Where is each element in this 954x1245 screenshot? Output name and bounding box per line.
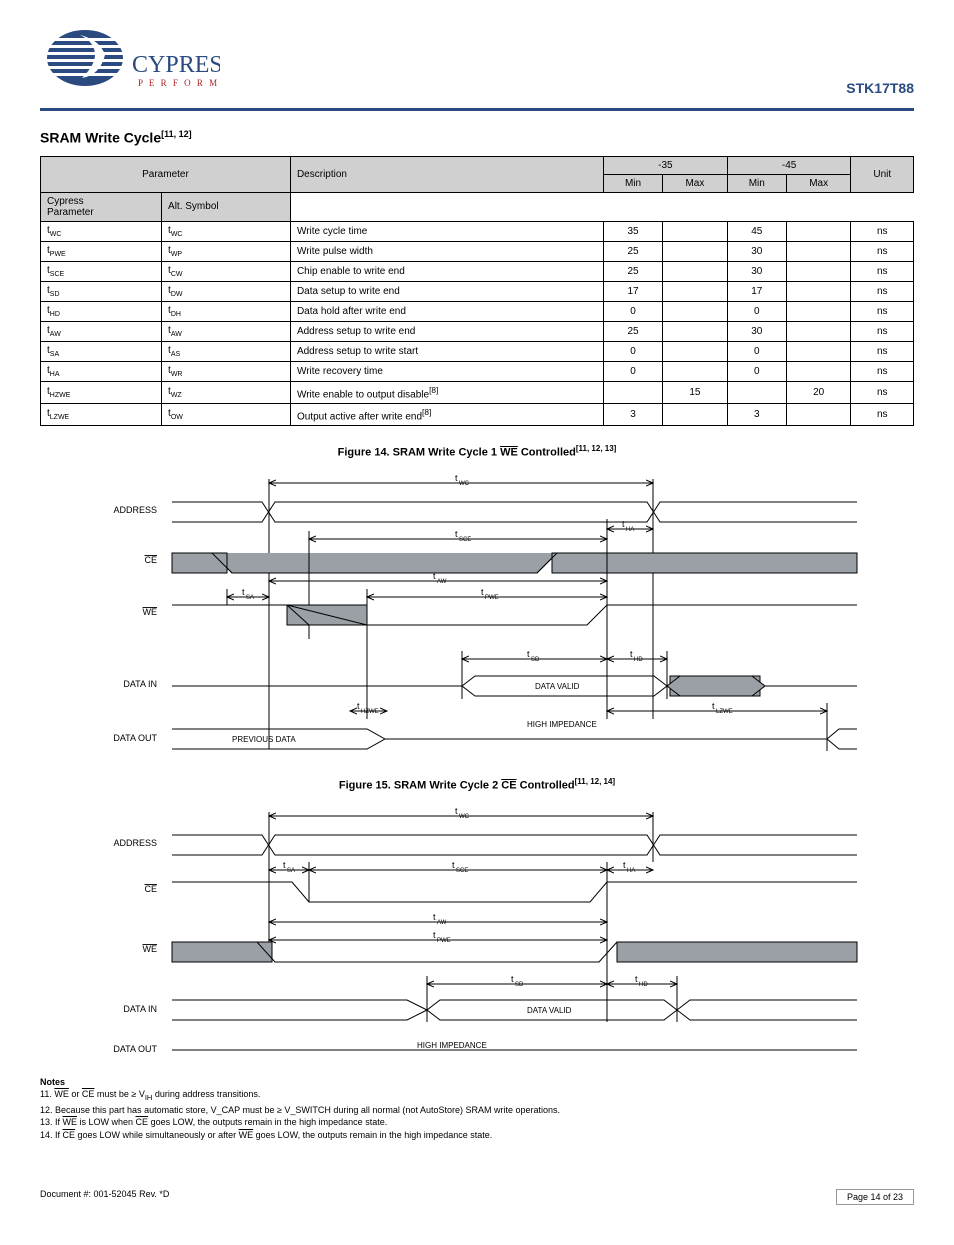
col-max-45: Max <box>786 174 851 192</box>
table-row: tPWEtWPWrite pulse width2530ns <box>41 241 914 261</box>
timing-diagram-1: ADDRESS CE WE DATA IN DATA OUT <box>87 469 867 759</box>
note-12: 12. Because this part has automatic stor… <box>40 1105 560 1115</box>
svg-text:DATA VALID: DATA VALID <box>527 1006 572 1015</box>
table-row: tHZWEtWZWrite enable to output disable[8… <box>41 381 914 403</box>
table-row: tSCEtCWChip enable to write end2530ns <box>41 261 914 281</box>
doc-number: Document #: 001-52045 Rev. *D <box>40 1189 169 1205</box>
svg-text:HZWE: HZWE <box>361 709 379 715</box>
note-11: 11. WE or CE must be ≥ VIH during addres… <box>40 1089 260 1099</box>
svg-text:AW: AW <box>437 579 447 585</box>
svg-text:WE: WE <box>143 607 158 617</box>
table-title-text: SRAM Write Cycle <box>40 130 161 146</box>
svg-text:t: t <box>433 912 436 922</box>
svg-text:HIGH IMPEDANCE: HIGH IMPEDANCE <box>417 1041 487 1050</box>
svg-text:HD: HD <box>639 982 648 988</box>
table-row: tAWtAWAddress setup to write end2530ns <box>41 321 914 341</box>
svg-text:AW: AW <box>437 920 447 926</box>
note-14: 14. If CE goes LOW while simultaneously … <box>40 1130 492 1140</box>
svg-text:DATA OUT: DATA OUT <box>113 733 157 743</box>
svg-text:t: t <box>527 649 530 659</box>
notes-heading: Notes <box>40 1077 65 1087</box>
svg-text:t: t <box>622 519 625 529</box>
svg-text:t: t <box>630 649 633 659</box>
svg-text:SA: SA <box>246 595 254 601</box>
col-description: Description <box>290 156 603 192</box>
svg-text:t: t <box>283 860 286 870</box>
svg-text:SD: SD <box>531 657 540 663</box>
col-parameter: Parameter <box>41 156 291 192</box>
svg-text:PWE: PWE <box>485 595 499 601</box>
table-row: tHDtDHData hold after write end00ns <box>41 301 914 321</box>
svg-text:HA: HA <box>626 527 634 533</box>
svg-text:PWE: PWE <box>437 938 451 944</box>
svg-text:ADDRESS: ADDRESS <box>113 505 157 515</box>
cypress-logo: CYPRESS P E R F O R M <box>40 20 220 100</box>
table-section-title: SRAM Write Cycle[11, 12] <box>40 129 914 146</box>
svg-text:SCE: SCE <box>459 537 471 543</box>
svg-text:HD: HD <box>634 657 643 663</box>
svg-text:t: t <box>635 974 638 984</box>
table-row: tWCtWCWrite cycle time3545ns <box>41 221 914 241</box>
page-header: CYPRESS P E R F O R M STK17T88 <box>40 0 914 111</box>
table-row: tSDtDWData setup to write end1717ns <box>41 281 914 301</box>
svg-text:t: t <box>623 860 626 870</box>
svg-text:HIGH IMPEDANCE: HIGH IMPEDANCE <box>527 720 597 729</box>
table-row: tHAtWRWrite recovery time00ns <box>41 361 914 381</box>
svg-text:DATA OUT: DATA OUT <box>113 1044 157 1054</box>
note-13: 13. If WE is LOW when CE goes LOW, the o… <box>40 1117 387 1127</box>
logo-tagline: P E R F O R M <box>138 78 219 88</box>
part-number: STK17T88 <box>220 80 914 100</box>
page-footer: Document #: 001-52045 Rev. *D Page 14 of… <box>40 1181 914 1205</box>
svg-text:WC: WC <box>459 814 470 820</box>
col-min-45: Min <box>727 174 786 192</box>
timing-diagram-2: ADDRESS CE WE DATA IN DATA OUT <box>87 802 867 1062</box>
notes-section: Notes 11. WE or CE must be ≥ VIH during … <box>40 1076 914 1142</box>
col-cypress-param: CypressParameter <box>41 192 162 221</box>
svg-text:t: t <box>511 974 514 984</box>
svg-text:t: t <box>712 701 715 711</box>
col-speed-45: -45 <box>727 156 851 174</box>
table-row: tLZWEtOWOutput active after write end[8]… <box>41 403 914 425</box>
svg-text:t: t <box>357 701 360 711</box>
svg-text:LZWE: LZWE <box>716 709 733 715</box>
svg-text:t: t <box>242 587 245 597</box>
svg-text:DATA VALID: DATA VALID <box>535 682 580 691</box>
timing-parameter-table: Parameter Description -35 -45 Unit Min M… <box>40 156 914 427</box>
svg-text:t: t <box>481 587 484 597</box>
svg-text:t: t <box>433 930 436 940</box>
svg-text:CE: CE <box>144 555 157 565</box>
svg-text:t: t <box>452 860 455 870</box>
table-row: tSAtASAddress setup to write start00ns <box>41 341 914 361</box>
svg-text:ADDRESS: ADDRESS <box>113 838 157 848</box>
svg-text:t: t <box>455 806 458 816</box>
col-speed-35: -35 <box>604 156 728 174</box>
col-min-35: Min <box>604 174 663 192</box>
svg-text:SA: SA <box>287 868 295 874</box>
svg-text:t: t <box>455 529 458 539</box>
svg-text:WC: WC <box>459 481 470 487</box>
col-unit: Unit <box>851 156 914 192</box>
svg-text:t: t <box>455 473 458 483</box>
svg-text:DATA IN: DATA IN <box>123 679 157 689</box>
svg-text:SCE: SCE <box>456 868 468 874</box>
col-alt-symbol: Alt. Symbol <box>162 192 291 221</box>
page-number: Page 14 of 23 <box>836 1189 914 1205</box>
figure-14-caption: Figure 14. SRAM Write Cycle 1 WE Control… <box>40 444 914 459</box>
svg-text:CE: CE <box>144 884 157 894</box>
svg-text:SD: SD <box>515 982 524 988</box>
svg-text:DATA IN: DATA IN <box>123 1004 157 1014</box>
svg-text:PREVIOUS DATA: PREVIOUS DATA <box>232 735 296 744</box>
svg-text:WE: WE <box>143 944 158 954</box>
svg-text:HA: HA <box>627 868 635 874</box>
col-max-35: Max <box>663 174 728 192</box>
table-title-footnote: [11, 12] <box>161 129 192 139</box>
figure-15-caption: Figure 15. SRAM Write Cycle 2 CE Control… <box>40 777 914 792</box>
logo-brand-text: CYPRESS <box>132 52 220 78</box>
